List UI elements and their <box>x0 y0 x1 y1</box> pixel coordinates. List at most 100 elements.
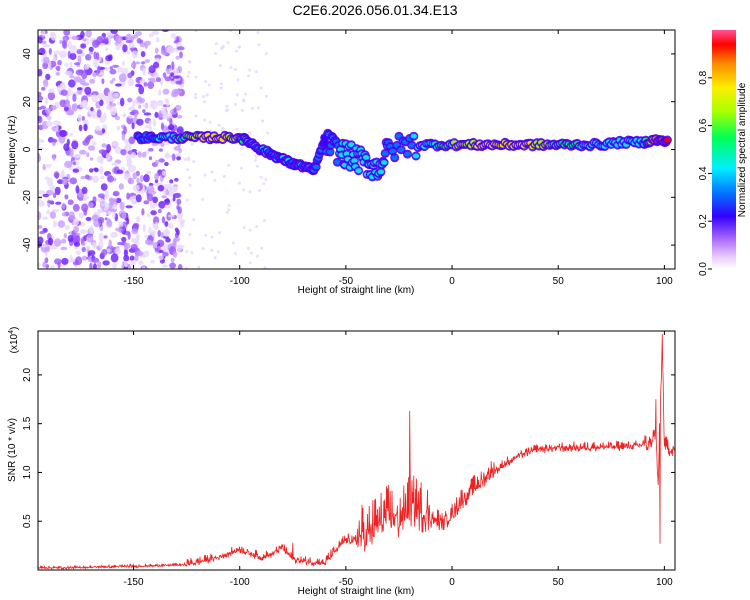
noise-speckle <box>68 79 76 88</box>
noise-speckle <box>99 166 104 175</box>
noise-speckle <box>161 106 166 115</box>
noise-speckle <box>49 211 57 219</box>
noise-speckle <box>217 123 221 127</box>
noise-speckle <box>96 130 103 136</box>
ridge-core <box>412 153 420 159</box>
noise-speckle <box>242 188 246 192</box>
noise-speckle <box>105 67 110 72</box>
noise-speckle <box>89 225 94 234</box>
noise-speckle <box>251 106 255 110</box>
noise-speckle <box>194 75 198 79</box>
noise-speckle <box>254 155 258 158</box>
noise-speckle <box>46 177 54 187</box>
noise-speckle <box>170 33 176 39</box>
noise-speckle <box>160 232 164 238</box>
noise-speckle <box>123 125 127 135</box>
noise-speckle <box>85 30 92 38</box>
noise-speckle <box>106 248 111 253</box>
noise-speckle <box>59 83 65 89</box>
ridge-core <box>380 160 388 165</box>
x-tick-label: -100 <box>230 577 250 588</box>
noise-speckle <box>225 104 229 108</box>
noise-speckle <box>144 234 149 239</box>
noise-speckle <box>114 146 122 154</box>
noise-speckle <box>263 266 267 269</box>
noise-speckle <box>82 139 90 146</box>
noise-speckle <box>131 152 136 159</box>
noise-speckle <box>115 83 122 87</box>
spectrogram-y-label: Frequency (Hz) <box>7 116 18 185</box>
noise-speckle <box>260 246 264 250</box>
x-tick-label: -150 <box>124 276 144 287</box>
noise-speckle <box>71 35 79 41</box>
noise-speckle <box>49 105 57 111</box>
noise-speckle <box>233 67 237 71</box>
noise-speckle <box>135 61 141 65</box>
noise-speckle <box>132 99 136 108</box>
ridge-core <box>326 149 334 155</box>
noise-speckle <box>255 254 259 258</box>
noise-speckle <box>109 106 118 116</box>
x-tick-label: -50 <box>339 276 354 287</box>
noise-speckle <box>144 59 150 63</box>
noise-speckle <box>80 30 85 39</box>
noise-speckle <box>69 132 73 137</box>
noise-speckle <box>184 266 188 269</box>
noise-speckle <box>192 160 196 163</box>
noise-speckle <box>92 242 97 249</box>
noise-speckle <box>53 120 61 126</box>
noise-speckle <box>216 250 220 254</box>
noise-speckle <box>256 106 260 110</box>
noise-speckle <box>128 115 133 119</box>
spectrogram-y-axis: -40 -20 0 20 40 <box>22 48 675 252</box>
noise-speckle <box>78 124 83 132</box>
noise-speckle <box>38 262 41 268</box>
noise-speckle <box>135 194 142 203</box>
noise-speckle <box>85 216 92 222</box>
noise-speckle <box>38 225 43 229</box>
noise-speckle <box>110 231 118 238</box>
noise-speckle <box>141 208 145 216</box>
noise-speckle <box>64 194 69 200</box>
noise-speckle <box>135 233 140 242</box>
noise-speckle <box>153 61 160 69</box>
noise-speckle <box>100 175 105 180</box>
noise-speckle <box>38 153 41 162</box>
noise-speckle <box>41 86 46 91</box>
noise-speckle <box>248 228 252 232</box>
noise-speckle <box>57 220 66 228</box>
noise-speckle <box>67 87 72 97</box>
noise-speckle <box>98 240 104 249</box>
noise-speckle <box>101 128 106 134</box>
y-tick-label: 20 <box>22 96 33 108</box>
noise-speckle <box>43 56 50 64</box>
noise-speckle <box>219 86 223 90</box>
noise-speckle <box>150 210 157 216</box>
noise-speckle <box>80 175 86 180</box>
noise-speckle <box>52 138 58 143</box>
noise-speckle <box>154 221 159 230</box>
noise-speckle <box>57 179 64 185</box>
noise-speckle <box>130 61 137 69</box>
noise-speckle <box>79 229 88 235</box>
noise-speckle <box>91 214 99 222</box>
y-tick-label: -20 <box>22 190 33 205</box>
noise-speckle <box>194 114 198 118</box>
noise-speckle <box>157 208 162 214</box>
noise-speckle <box>81 71 88 80</box>
x-tick-label: -150 <box>124 577 144 588</box>
noise-speckle <box>127 177 135 185</box>
noise-speckle <box>56 85 61 93</box>
noise-speckle <box>54 238 62 247</box>
noise-speckle <box>242 226 246 230</box>
noise-speckle <box>185 250 189 253</box>
x-tick-label: 50 <box>553 577 565 588</box>
noise-speckle <box>249 251 253 255</box>
noise-speckle <box>38 142 41 147</box>
noise-speckle <box>235 93 239 97</box>
noise-speckle <box>69 177 78 185</box>
noise-speckle <box>112 92 119 98</box>
noise-speckle <box>135 31 143 36</box>
noise-speckle <box>174 192 182 199</box>
noise-speckle <box>176 204 180 211</box>
